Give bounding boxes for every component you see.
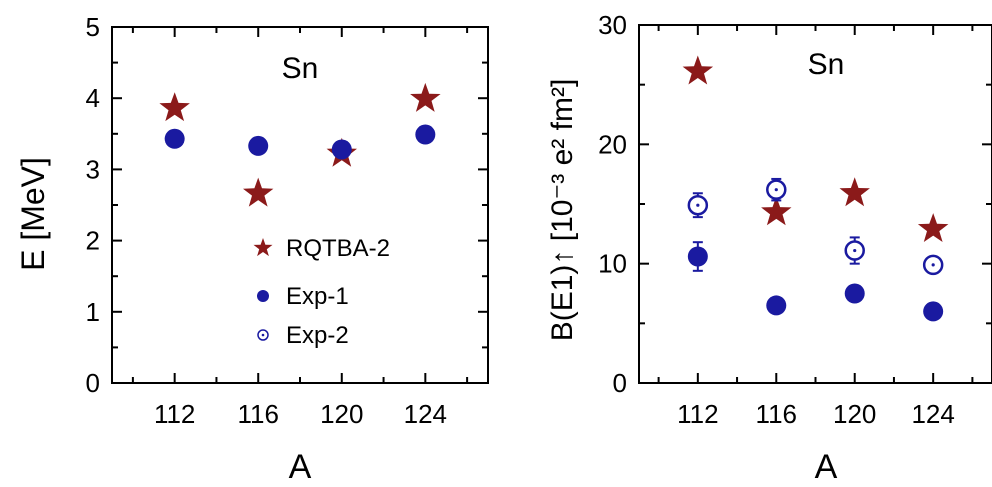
y-tick-label: 20 xyxy=(598,129,627,159)
y-tick-label: 30 xyxy=(598,10,627,40)
rqtba-star-point xyxy=(761,196,792,226)
x-tick-label: 116 xyxy=(756,399,797,429)
legend-open-circle-dot xyxy=(261,333,265,337)
x-tick-label: 116 xyxy=(237,399,278,429)
x-tick-label: 112 xyxy=(154,399,195,429)
rqtba-star-point xyxy=(243,177,274,207)
energy-y-axis-label: E [MeV] xyxy=(15,157,51,271)
be1-annotation: Sn xyxy=(808,48,845,81)
x-tick-label: 112 xyxy=(677,399,718,429)
be1-y-axis-label: B(E1)↑ [10⁻³ e² fm²] xyxy=(546,79,579,342)
be1-x-axis-label: A xyxy=(815,448,838,486)
legend-label-rqtba: RQTBA-2 xyxy=(286,235,390,262)
legend-label-exp1: Exp-1 xyxy=(286,283,349,310)
x-tick-label: 120 xyxy=(833,399,876,429)
rqtba-star-point xyxy=(682,55,714,85)
energy-panel: Sn A E [MeV] RQTBA-2 Exp-1 Exp-2 112 116 1… xyxy=(15,12,489,486)
exp1-point xyxy=(331,139,352,160)
y-tick-label: 1 xyxy=(86,297,100,327)
exp1-point xyxy=(766,295,787,316)
rqtba-star-point xyxy=(159,92,190,122)
rqtba-star-point xyxy=(839,177,870,207)
exp1-point xyxy=(844,283,865,304)
exp1-point xyxy=(248,135,269,156)
legend-filled-circle-marker xyxy=(257,290,269,302)
energy-annotation: Sn xyxy=(282,52,319,85)
legend-star-marker xyxy=(253,238,273,257)
y-tick-label: 3 xyxy=(86,154,100,184)
exp2-point-dot xyxy=(853,248,857,253)
energy-x-axis-label: A xyxy=(289,448,312,486)
y-tick-label: 2 xyxy=(86,226,100,256)
exp1-point xyxy=(164,128,185,149)
exp1-point xyxy=(415,124,436,145)
x-tick-label: 120 xyxy=(320,399,363,429)
y-tick-label: 4 xyxy=(86,83,100,113)
x-tick-label: 124 xyxy=(404,399,447,429)
y-tick-label: 5 xyxy=(86,12,100,42)
exp1-point xyxy=(687,246,708,267)
legend-label-exp2: Exp-2 xyxy=(286,322,349,349)
be1-panel: Sn A B(E1)↑ [10⁻³ e² fm²] 112 116 120 124 0 1… xyxy=(546,10,992,486)
x-tick-label: 124 xyxy=(911,399,954,429)
rqtba-star-point xyxy=(917,213,949,242)
energy-legend: RQTBA-2 Exp-1 Exp-2 xyxy=(253,235,390,349)
y-tick-label: 0 xyxy=(86,368,100,398)
y-tick-label: 10 xyxy=(598,249,627,279)
y-tick-label: 0 xyxy=(613,368,627,398)
rqtba-star-point xyxy=(410,82,441,112)
legend-open-circle-marker xyxy=(257,329,269,341)
exp2-point-dot xyxy=(774,188,778,192)
exp1-point xyxy=(923,301,944,322)
exp2-point-dot xyxy=(696,203,700,207)
exp2-point-dot xyxy=(931,263,935,267)
